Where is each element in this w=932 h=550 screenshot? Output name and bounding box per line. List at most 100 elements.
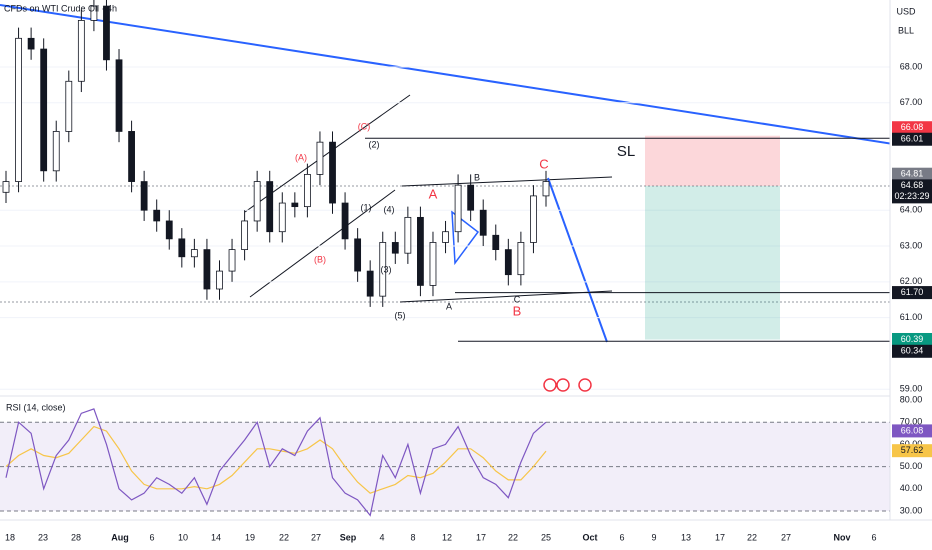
y-tick-label: 64.00 [900, 205, 923, 215]
price-tag-label: 60.34 [901, 346, 924, 356]
candle-body [165, 220, 173, 240]
price-tag [892, 286, 932, 300]
y-tick-label: 59.00 [900, 384, 923, 394]
price-tag [892, 444, 932, 458]
candle-body [379, 242, 387, 297]
unit[interactable]: BLL [898, 25, 914, 35]
price-tag-label: 64.68 [901, 180, 924, 190]
candle-body [542, 181, 550, 197]
wave-label: B [474, 172, 480, 182]
y-tick-label: 40.00 [900, 483, 923, 493]
candle-body [216, 270, 223, 290]
candle-body [203, 249, 211, 290]
wave-label: (C) [358, 121, 371, 131]
x-tick-label: 25 [541, 532, 551, 542]
price-tag [892, 121, 932, 135]
candle-body [442, 231, 449, 243]
x-tick-label: 22 [747, 532, 757, 542]
x-tick-label: 22 [279, 532, 289, 542]
y-tick-label: 30.00 [900, 505, 923, 515]
candle-body [303, 174, 311, 208]
range-top [401, 176, 613, 187]
currency[interactable]: USD [896, 6, 916, 16]
candle-body [90, 5, 98, 21]
x-tick-label: 19 [245, 532, 255, 542]
candle-body [153, 209, 161, 222]
price-tag-label: 60.39 [901, 334, 924, 344]
x-tick-label: 14 [211, 532, 221, 542]
event-icon[interactable] [543, 378, 557, 392]
price-tag [892, 332, 932, 346]
price-tag [892, 424, 932, 438]
x-tick-label: 22 [508, 532, 518, 542]
candle-body [479, 209, 487, 236]
candle-body [354, 238, 362, 272]
x-tick-label: 4 [379, 532, 384, 542]
x-tick-label: Aug [111, 532, 129, 542]
y-tick-label: 50.00 [900, 461, 923, 471]
rsi-title: RSI (14, close) [6, 402, 66, 412]
candle-body [40, 48, 48, 172]
countdown: 02:23:29 [894, 191, 929, 201]
channel-lower [249, 189, 396, 298]
candle-body [266, 181, 274, 233]
triangle [451, 210, 480, 266]
x-tick-label: Oct [582, 532, 597, 542]
wave-label: A [446, 301, 452, 311]
y-tick-label: 61.00 [900, 312, 923, 322]
candle-body [228, 249, 236, 272]
candle-body [128, 131, 135, 182]
events[interactable] [543, 378, 592, 392]
wave-label: (5) [395, 310, 406, 320]
price-tag-label: 57.62 [901, 445, 924, 455]
x-tick-label: Nov [833, 532, 850, 542]
candle-body [15, 37, 22, 182]
x-tick-label: Sep [340, 532, 357, 542]
candle-body [140, 181, 148, 211]
y-tick-label: 67.00 [900, 97, 923, 107]
y-tick-label: 68.00 [900, 61, 923, 71]
x-tick-label: 23 [38, 532, 48, 542]
candle-body [429, 242, 437, 286]
candle-body [278, 202, 286, 233]
price-tag-label: 66.08 [901, 425, 924, 435]
y-tick-label: 80.00 [900, 394, 923, 404]
candle-body [27, 37, 35, 50]
event-icon[interactable] [556, 378, 570, 392]
x-tick-label: 13 [681, 532, 691, 542]
wave-label: (2) [369, 139, 380, 149]
wave-label: B [513, 303, 522, 318]
y-tick-label: 70.00 [900, 417, 923, 427]
candle-body [329, 141, 336, 204]
x-tick-label: 6 [149, 532, 154, 542]
x-tick-label: 12 [442, 532, 452, 542]
stop-zone [645, 135, 780, 186]
candle-body [366, 270, 374, 297]
candle-body [52, 131, 60, 172]
wave-label: (B) [314, 254, 326, 264]
y-tick-label: 63.00 [900, 240, 923, 250]
candle-body [2, 181, 10, 193]
candle-body [467, 184, 475, 211]
candle-body [178, 238, 186, 258]
chart-title: CFDs on WTI Crude Oil · 4h [4, 3, 117, 13]
candle-body [417, 216, 424, 286]
candle-body [404, 216, 412, 254]
x-tick-label: 9 [651, 532, 656, 542]
price-tag-label: 66.08 [901, 122, 924, 132]
x-tick-label: 27 [781, 532, 791, 542]
wave-label: A [429, 186, 438, 201]
wave-label: C [539, 156, 548, 171]
wave-label: (1) [361, 202, 372, 212]
target-zone [645, 185, 780, 340]
price-tag [892, 132, 932, 146]
x-tick-label: 6 [871, 532, 876, 542]
price-tag-label: 66.01 [901, 134, 924, 144]
candle-body [316, 141, 324, 175]
x-tick-label: 8 [410, 532, 415, 542]
y-tick-label: 62.00 [900, 276, 923, 286]
x-tick-label: 6 [619, 532, 624, 542]
event-icon[interactable] [578, 378, 592, 392]
projection [547, 177, 608, 343]
